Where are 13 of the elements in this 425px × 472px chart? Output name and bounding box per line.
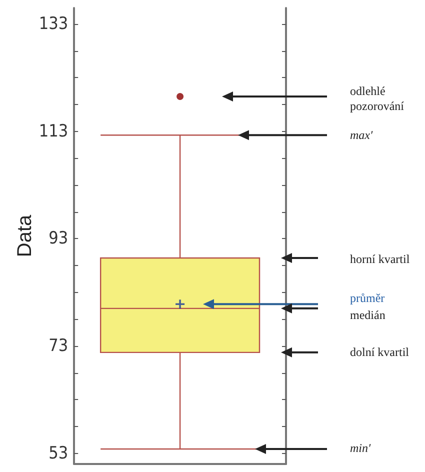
- text: medián: [350, 308, 386, 323]
- text: horní kvartil: [350, 252, 411, 268]
- text: průměr: [350, 290, 386, 306]
- text: min′: [350, 441, 372, 456]
- y-tick-label: 53: [48, 443, 68, 464]
- y-tick-label: 113: [38, 121, 68, 142]
- y-tick-label: 73: [48, 336, 68, 356]
- text: odlehlé pozorování: [350, 84, 405, 114]
- y-axis-title: Data: [14, 214, 36, 258]
- text: dolní kvartil: [350, 344, 410, 360]
- y-tick-label: 93: [48, 228, 68, 249]
- y-tick-label: 133: [38, 14, 68, 34]
- text: max′: [350, 128, 374, 143]
